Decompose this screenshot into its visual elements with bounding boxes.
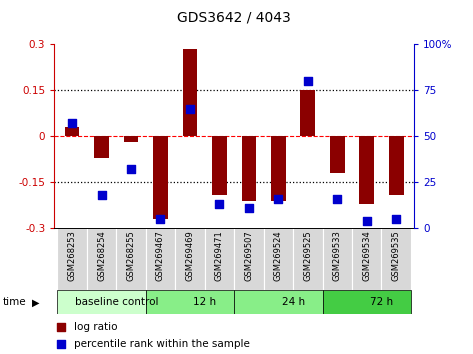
Bar <box>389 136 403 195</box>
Text: GSM269524: GSM269524 <box>274 230 283 281</box>
Text: GSM268255: GSM268255 <box>126 230 135 281</box>
Text: GSM269467: GSM269467 <box>156 230 165 281</box>
Bar <box>57 290 146 314</box>
Bar <box>65 127 79 136</box>
Text: GSM268253: GSM268253 <box>68 230 77 281</box>
Text: GDS3642 / 4043: GDS3642 / 4043 <box>177 11 291 25</box>
Bar <box>183 49 197 136</box>
Text: GSM269525: GSM269525 <box>303 230 312 281</box>
Bar <box>146 290 234 314</box>
Text: baseline control: baseline control <box>75 297 158 307</box>
Point <box>304 78 312 84</box>
Point <box>393 216 400 222</box>
Text: percentile rank within the sample: percentile rank within the sample <box>74 339 250 349</box>
Bar <box>175 228 205 290</box>
Bar <box>87 228 116 290</box>
Text: GSM269469: GSM269469 <box>185 230 194 281</box>
Bar <box>352 228 381 290</box>
Bar <box>57 228 87 290</box>
Bar <box>293 228 323 290</box>
Text: 12 h: 12 h <box>193 297 216 307</box>
Point <box>57 341 65 347</box>
Bar <box>330 136 345 173</box>
Text: time: time <box>2 297 26 307</box>
Point <box>127 167 135 172</box>
Bar <box>146 228 175 290</box>
Text: GSM269533: GSM269533 <box>333 230 342 281</box>
Bar <box>359 136 374 204</box>
Text: log ratio: log ratio <box>74 322 118 332</box>
Text: GSM269507: GSM269507 <box>245 230 254 281</box>
Bar <box>205 228 234 290</box>
Bar <box>234 290 323 314</box>
Bar <box>271 136 286 201</box>
Bar <box>323 228 352 290</box>
Bar <box>323 290 411 314</box>
Text: GSM269534: GSM269534 <box>362 230 371 281</box>
Bar <box>300 90 315 136</box>
Text: 72 h: 72 h <box>370 297 393 307</box>
Point <box>57 324 65 330</box>
Bar <box>116 228 146 290</box>
Bar <box>263 228 293 290</box>
Bar <box>381 228 411 290</box>
Point <box>186 106 194 112</box>
Point <box>363 218 370 224</box>
Bar <box>94 136 109 158</box>
Point <box>245 205 253 211</box>
Bar <box>242 136 256 201</box>
Text: 24 h: 24 h <box>281 297 305 307</box>
Bar <box>123 136 139 142</box>
Text: ▶: ▶ <box>32 297 39 307</box>
Point <box>216 201 223 207</box>
Bar <box>234 228 263 290</box>
Point <box>274 196 282 202</box>
Bar <box>212 136 227 195</box>
Point <box>98 192 105 198</box>
Bar <box>153 136 168 219</box>
Text: GSM268254: GSM268254 <box>97 230 106 281</box>
Point <box>68 121 76 126</box>
Point <box>157 216 164 222</box>
Text: GSM269535: GSM269535 <box>392 230 401 281</box>
Point <box>333 196 341 202</box>
Text: GSM269471: GSM269471 <box>215 230 224 281</box>
